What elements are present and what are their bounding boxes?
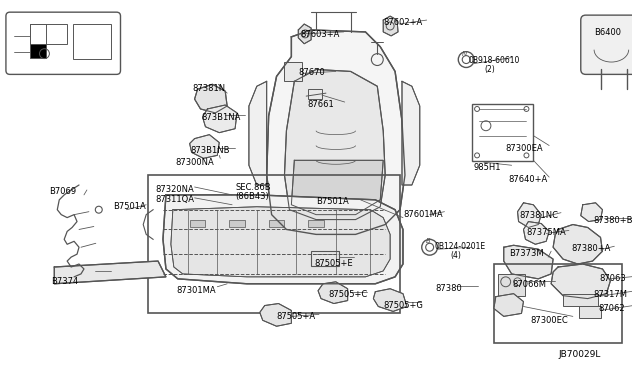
Text: 87505+E: 87505+E bbox=[314, 259, 353, 268]
Polygon shape bbox=[267, 30, 405, 234]
Text: 87063: 87063 bbox=[600, 274, 627, 283]
Text: 87300EA: 87300EA bbox=[506, 144, 543, 153]
Text: 87670: 87670 bbox=[298, 68, 325, 77]
Polygon shape bbox=[518, 203, 541, 228]
Text: 0B918-60610: 0B918-60610 bbox=[468, 56, 520, 65]
Text: 873B1NB: 873B1NB bbox=[191, 147, 230, 155]
Text: 87640+A: 87640+A bbox=[509, 175, 548, 184]
Text: SEC.86B: SEC.86B bbox=[235, 183, 271, 192]
Text: 87320NA: 87320NA bbox=[155, 185, 194, 194]
Text: B7373M: B7373M bbox=[509, 249, 543, 258]
Polygon shape bbox=[291, 160, 383, 215]
Text: 87375MA: 87375MA bbox=[527, 228, 566, 237]
Polygon shape bbox=[524, 222, 549, 244]
Bar bbox=[579, 307, 600, 318]
Bar bbox=[73, 24, 111, 58]
Text: 87661: 87661 bbox=[307, 100, 334, 109]
Polygon shape bbox=[551, 264, 611, 299]
Text: B7501A: B7501A bbox=[113, 202, 147, 211]
Polygon shape bbox=[318, 282, 348, 304]
Text: 87505+A: 87505+A bbox=[276, 312, 316, 321]
Bar bbox=[494, 264, 622, 343]
Polygon shape bbox=[202, 105, 237, 133]
Polygon shape bbox=[171, 207, 390, 277]
Polygon shape bbox=[553, 225, 602, 264]
Polygon shape bbox=[284, 70, 385, 219]
Text: 87381NC: 87381NC bbox=[520, 211, 559, 220]
Text: (4): (4) bbox=[451, 251, 461, 260]
Bar bbox=[148, 175, 400, 314]
Text: 87505+G: 87505+G bbox=[383, 301, 423, 310]
Text: 87300EC: 87300EC bbox=[531, 316, 568, 326]
Text: 0B124-0201E: 0B124-0201E bbox=[435, 242, 486, 251]
Text: JB70029L: JB70029L bbox=[558, 350, 600, 359]
Text: 87381N: 87381N bbox=[193, 84, 226, 93]
Bar bbox=[308, 89, 322, 99]
Text: N: N bbox=[462, 51, 467, 57]
Polygon shape bbox=[402, 81, 420, 185]
Text: 87380: 87380 bbox=[436, 284, 462, 293]
Polygon shape bbox=[195, 84, 227, 113]
Bar bbox=[189, 219, 205, 228]
Text: 87380+B: 87380+B bbox=[594, 216, 633, 225]
Bar bbox=[311, 251, 339, 266]
FancyBboxPatch shape bbox=[580, 15, 640, 74]
Text: 87603+A: 87603+A bbox=[300, 30, 340, 39]
Text: (86B43): (86B43) bbox=[235, 192, 269, 201]
Text: 87380+A: 87380+A bbox=[571, 244, 611, 253]
Polygon shape bbox=[260, 304, 291, 326]
Bar bbox=[29, 44, 47, 58]
Bar bbox=[269, 219, 284, 228]
Bar bbox=[563, 294, 598, 305]
Bar bbox=[498, 274, 525, 296]
Polygon shape bbox=[298, 24, 311, 44]
Text: 87066M: 87066M bbox=[513, 280, 547, 289]
Polygon shape bbox=[189, 135, 220, 158]
Text: 87601MA: 87601MA bbox=[403, 210, 443, 219]
Bar bbox=[29, 24, 47, 44]
Polygon shape bbox=[494, 294, 524, 316]
Text: 87602+A: 87602+A bbox=[383, 18, 422, 27]
Bar bbox=[67, 269, 85, 281]
Text: 87505+C: 87505+C bbox=[328, 290, 367, 299]
Bar bbox=[284, 61, 302, 81]
Text: B7374: B7374 bbox=[51, 277, 79, 286]
Polygon shape bbox=[54, 261, 166, 284]
Polygon shape bbox=[383, 16, 398, 36]
Polygon shape bbox=[373, 289, 407, 311]
Text: B: B bbox=[426, 238, 431, 244]
Bar bbox=[229, 219, 245, 228]
Polygon shape bbox=[163, 195, 403, 284]
Text: B7501A: B7501A bbox=[316, 197, 349, 206]
Text: (2): (2) bbox=[484, 64, 495, 74]
Text: 87311QA: 87311QA bbox=[155, 195, 194, 204]
Bar bbox=[472, 104, 533, 161]
Text: 985H1: 985H1 bbox=[473, 163, 500, 172]
Polygon shape bbox=[249, 81, 267, 185]
Text: 873B1NA: 873B1NA bbox=[202, 113, 241, 122]
Text: 87062: 87062 bbox=[598, 304, 625, 312]
Polygon shape bbox=[504, 245, 553, 279]
Bar bbox=[308, 219, 324, 228]
Text: 87301MA: 87301MA bbox=[177, 286, 216, 295]
Text: B7069: B7069 bbox=[49, 187, 77, 196]
Text: B6400: B6400 bbox=[595, 28, 621, 37]
Bar bbox=[29, 24, 67, 44]
Text: 87317M: 87317M bbox=[594, 290, 628, 299]
Text: 87300NA: 87300NA bbox=[176, 158, 214, 167]
Polygon shape bbox=[580, 203, 602, 222]
